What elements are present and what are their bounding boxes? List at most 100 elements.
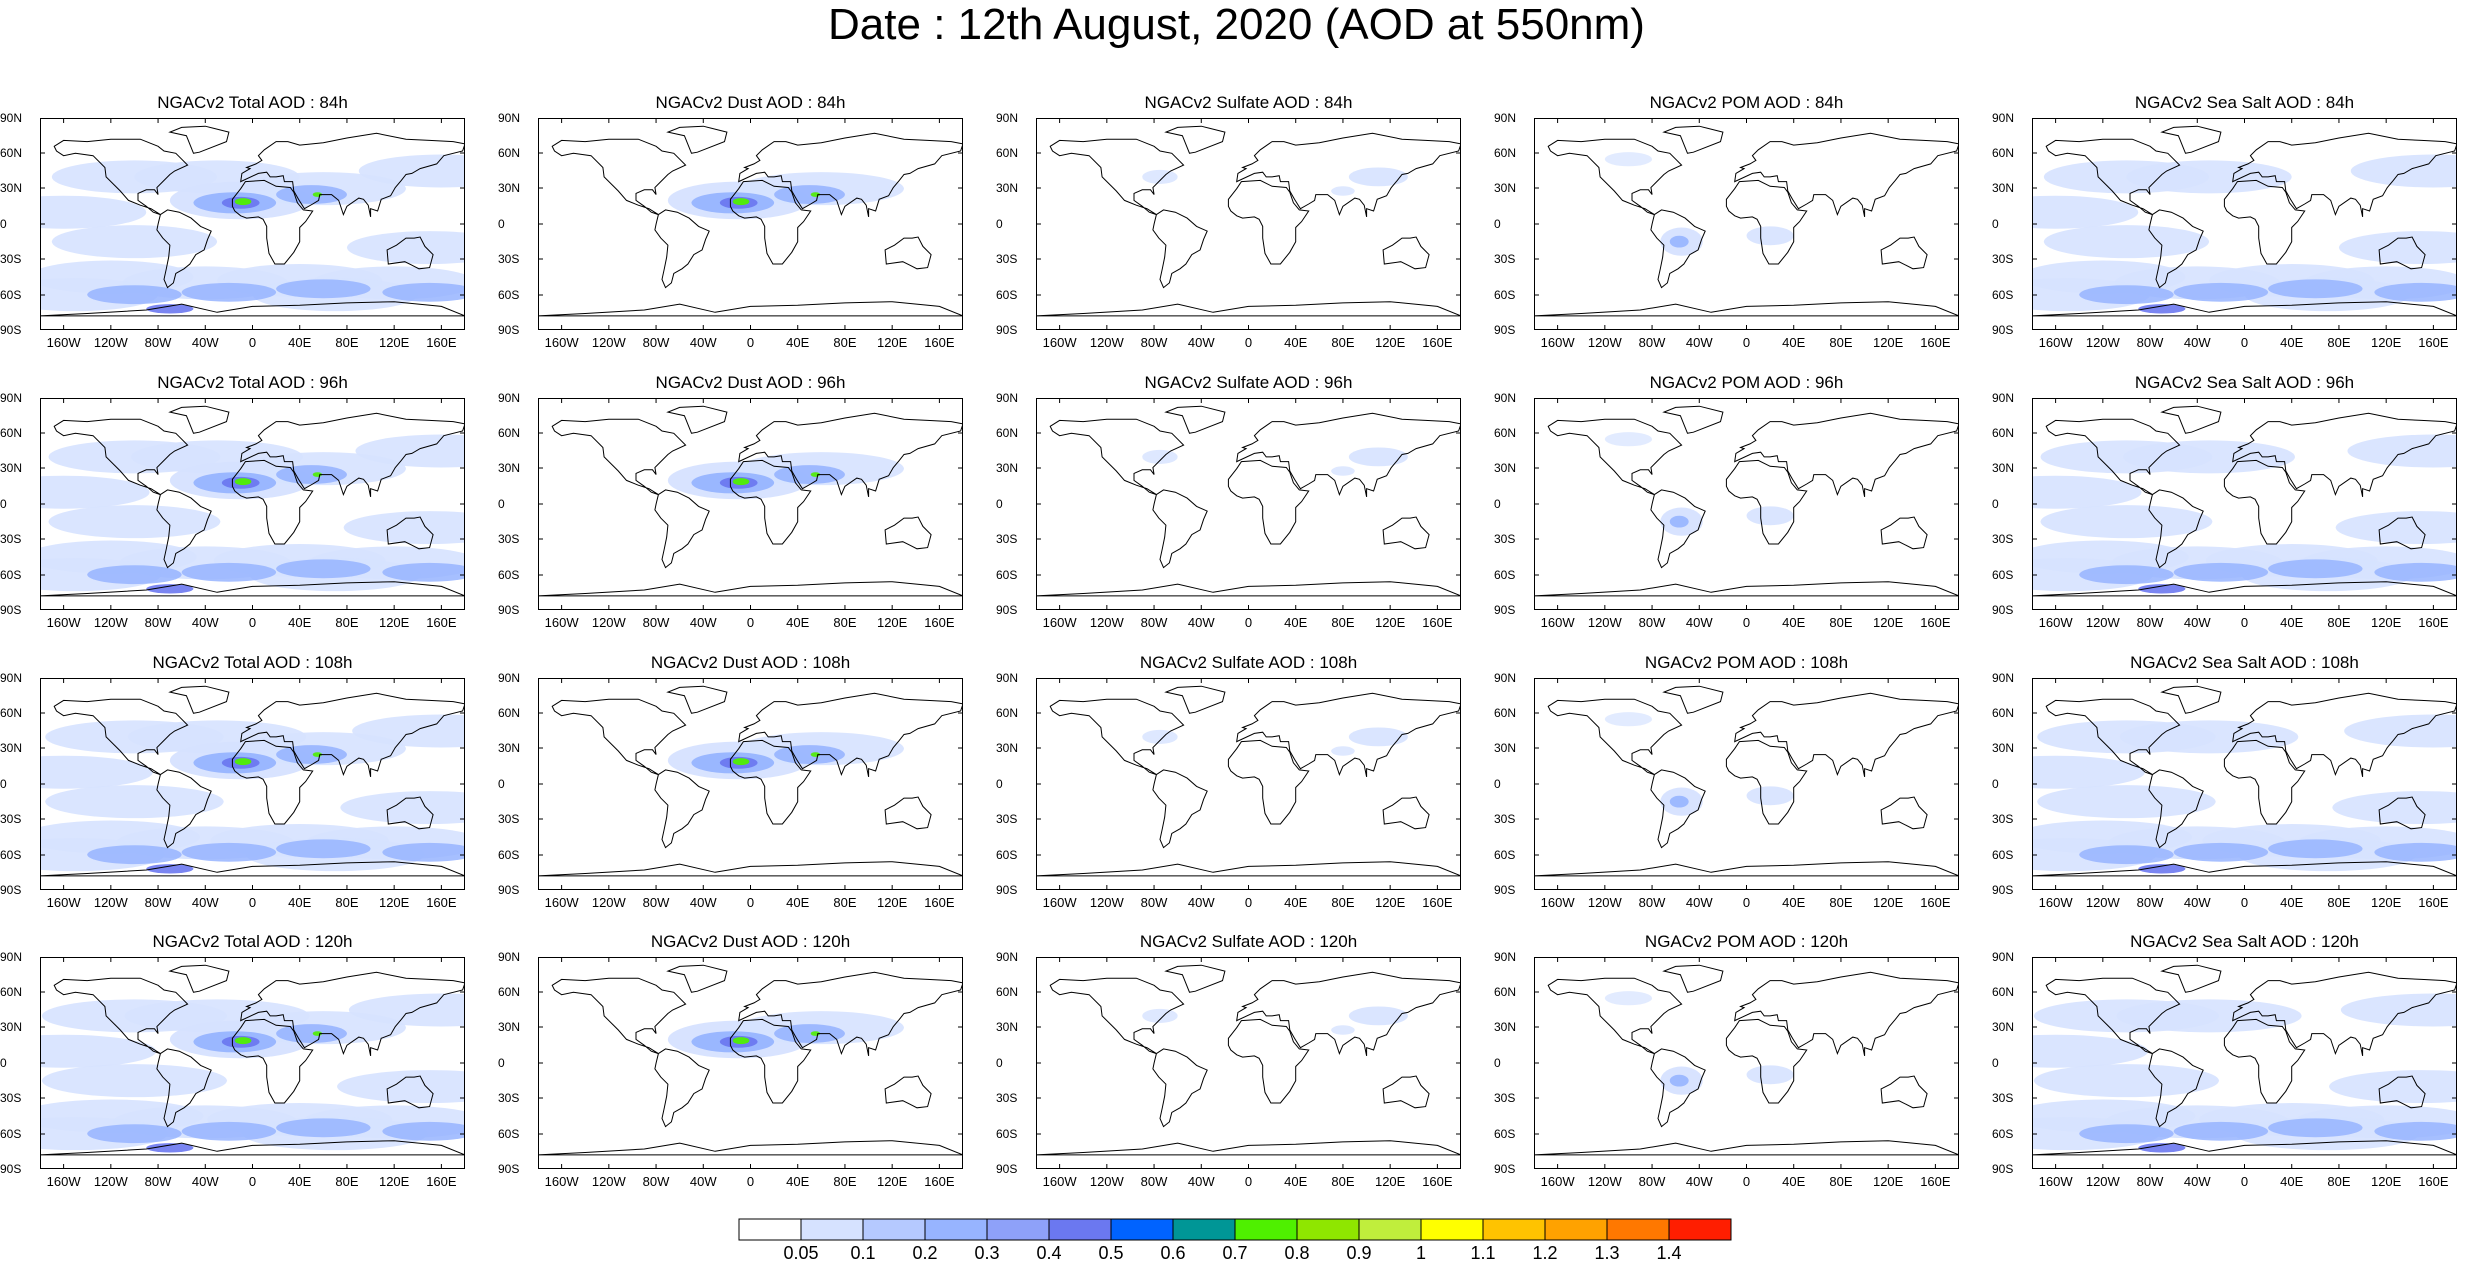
continent-outline xyxy=(40,1140,465,1156)
lon-label: 120E xyxy=(378,335,410,350)
lat-label: 30S xyxy=(0,1091,22,1105)
lon-label: 40W xyxy=(2183,335,2211,350)
continent-outline xyxy=(884,516,932,550)
continent-outline xyxy=(2378,796,2426,830)
lon-label: 160E xyxy=(924,895,955,910)
panel-title: NGACv2 Sulfate AOD : 120h xyxy=(1139,932,1358,951)
world-map xyxy=(1036,957,1461,1169)
lat-label: 90N xyxy=(1992,950,2015,964)
lat-label: 0 xyxy=(1494,497,1501,511)
continent-outline xyxy=(1227,1018,1310,1104)
map-panel-dust-3: NGACv2 Dust AOD : 120h 90N 60N 30N 0 30S 60S 90… xyxy=(498,839,993,1189)
panel-title: NGACv2 Sea Salt AOD : 108h xyxy=(2130,653,2359,672)
lat-label: 0 xyxy=(498,1056,505,1070)
lat-label: 0 xyxy=(0,777,7,791)
lon-label: 40W xyxy=(689,895,717,910)
lon-label: 80W xyxy=(1638,1174,1666,1189)
lat-label: 30S xyxy=(1494,812,1516,826)
continent-outline xyxy=(1547,698,1683,776)
continent-outline xyxy=(1152,209,1208,289)
continent-outline xyxy=(40,581,465,597)
continent-outline xyxy=(40,861,465,877)
continent-outline xyxy=(538,861,963,877)
map-frame xyxy=(538,678,963,890)
lon-label: 120W xyxy=(2085,335,2120,350)
lon-label: 0 xyxy=(1244,615,1253,630)
continent-outline xyxy=(1662,964,1724,993)
lon-label: 160W xyxy=(46,615,81,630)
lon-label: 80E xyxy=(833,335,857,350)
world-map xyxy=(40,398,465,610)
lon-label: 80E xyxy=(1331,1174,1355,1189)
lat-label: 30N xyxy=(498,181,521,195)
continent-outline xyxy=(1734,971,1959,1057)
lon-label: 160W xyxy=(1540,615,1575,630)
map-frame xyxy=(2032,957,2457,1169)
continent-outline xyxy=(168,964,230,993)
world-map xyxy=(1036,678,1461,890)
lon-label: 40E xyxy=(2280,895,2304,910)
lon-label: 120E xyxy=(1374,1174,1406,1189)
lon-label: 120W xyxy=(2085,1174,2120,1189)
map-frame xyxy=(40,957,465,1169)
lon-label: 120E xyxy=(1374,335,1406,350)
lon-label: 40W xyxy=(1685,1174,1713,1189)
world-map xyxy=(40,118,465,330)
panel-title: NGACv2 Total AOD : 84h xyxy=(157,93,348,112)
world-map xyxy=(1534,678,1959,890)
lat-label: 0 xyxy=(1992,1056,1999,1070)
lat-label: 90N xyxy=(0,950,23,964)
lat-label: 60N xyxy=(1494,985,1517,999)
lon-label: 160E xyxy=(2418,895,2449,910)
map-frame xyxy=(1534,678,1959,890)
lon-label: 120W xyxy=(2085,895,2120,910)
map-panel-seasalt-0: NGACv2 Sea Salt AOD : 84h 90N 60N 30N 0 30S 60… xyxy=(1992,0,2473,350)
lat-label: 30S xyxy=(1992,1091,2014,1105)
lon-label: 40W xyxy=(1685,615,1713,630)
lon-label: 80E xyxy=(335,895,359,910)
colorbar-label: 1 xyxy=(1415,1243,1427,1263)
lat-label: 30N xyxy=(1992,181,2015,195)
colorbar-label: 0.4 xyxy=(1036,1243,1062,1263)
continent-outline xyxy=(1534,1140,1959,1156)
lat-label: 90N xyxy=(498,671,521,685)
world-map xyxy=(1036,398,1461,610)
lat-label: 0 xyxy=(1992,777,1999,791)
lon-label: 80W xyxy=(1140,615,1168,630)
lat-label: 60S xyxy=(0,848,22,862)
lon-label: 0 xyxy=(746,1174,755,1189)
lon-label: 160E xyxy=(426,335,457,350)
lon-label: 40E xyxy=(1284,615,1308,630)
lon-label: 0 xyxy=(248,335,257,350)
lon-label: 80W xyxy=(2136,1174,2164,1189)
lon-label: 120W xyxy=(591,1174,626,1189)
continent-outline xyxy=(1036,301,1461,317)
continent-outline xyxy=(1534,861,1959,877)
lat-label: 30N xyxy=(498,741,521,755)
lat-label: 0 xyxy=(0,217,7,231)
continent-outline xyxy=(1725,1018,1808,1104)
lon-label: 160W xyxy=(544,895,579,910)
lat-label: 60N xyxy=(498,146,521,160)
continent-outline xyxy=(884,236,932,270)
lon-label: 120E xyxy=(1872,1174,1904,1189)
continent-outline xyxy=(231,1018,314,1104)
lat-label: 30N xyxy=(498,461,521,475)
lon-label: 40E xyxy=(288,615,312,630)
lat-label: 30S xyxy=(498,812,520,826)
lon-label: 80E xyxy=(1829,1174,1853,1189)
lon-label: 0 xyxy=(2240,335,2249,350)
continent-outline xyxy=(729,459,812,545)
lat-label: 60N xyxy=(0,706,23,720)
colorbar-swatch xyxy=(1420,1218,1484,1241)
lat-label: 60N xyxy=(996,706,1019,720)
lon-label: 0 xyxy=(248,895,257,910)
lat-label: 90N xyxy=(1992,111,2015,125)
lat-label: 90S xyxy=(0,1162,22,1176)
lon-label: 80W xyxy=(2136,335,2164,350)
map-frame xyxy=(40,118,465,330)
lon-label: 80E xyxy=(1331,895,1355,910)
continent-outline xyxy=(729,179,812,265)
lat-label: 60S xyxy=(996,568,1018,582)
lon-label: 80E xyxy=(335,1174,359,1189)
